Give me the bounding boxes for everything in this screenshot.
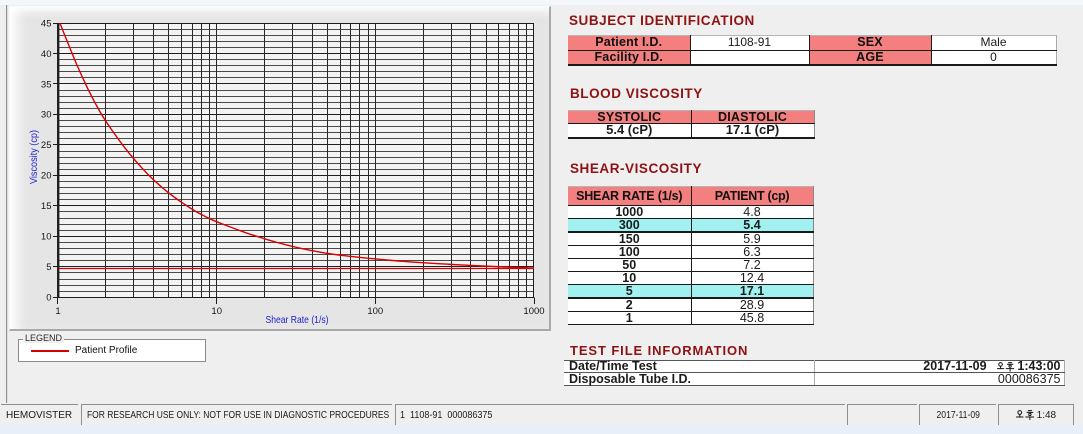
svg-text:25: 25 xyxy=(41,140,52,151)
svg-text:45: 45 xyxy=(41,18,52,29)
svg-text:10: 10 xyxy=(211,306,222,317)
svg-text:Shear Rate (1/s): Shear Rate (1/s) xyxy=(266,314,329,326)
svg-text:0: 0 xyxy=(46,293,51,304)
svg-text:5: 5 xyxy=(46,262,51,273)
svg-text:15: 15 xyxy=(41,201,52,212)
svg-text:Viscosity (cp): Viscosity (cp) xyxy=(28,130,40,184)
svg-text:1: 1 xyxy=(55,306,60,317)
svg-text:40: 40 xyxy=(41,49,52,60)
svg-text:1000: 1000 xyxy=(523,306,544,317)
svg-text:20: 20 xyxy=(41,171,52,182)
svg-text:10: 10 xyxy=(41,232,52,243)
svg-text:30: 30 xyxy=(41,110,52,121)
svg-text:35: 35 xyxy=(41,79,52,90)
svg-text:100: 100 xyxy=(367,306,383,317)
